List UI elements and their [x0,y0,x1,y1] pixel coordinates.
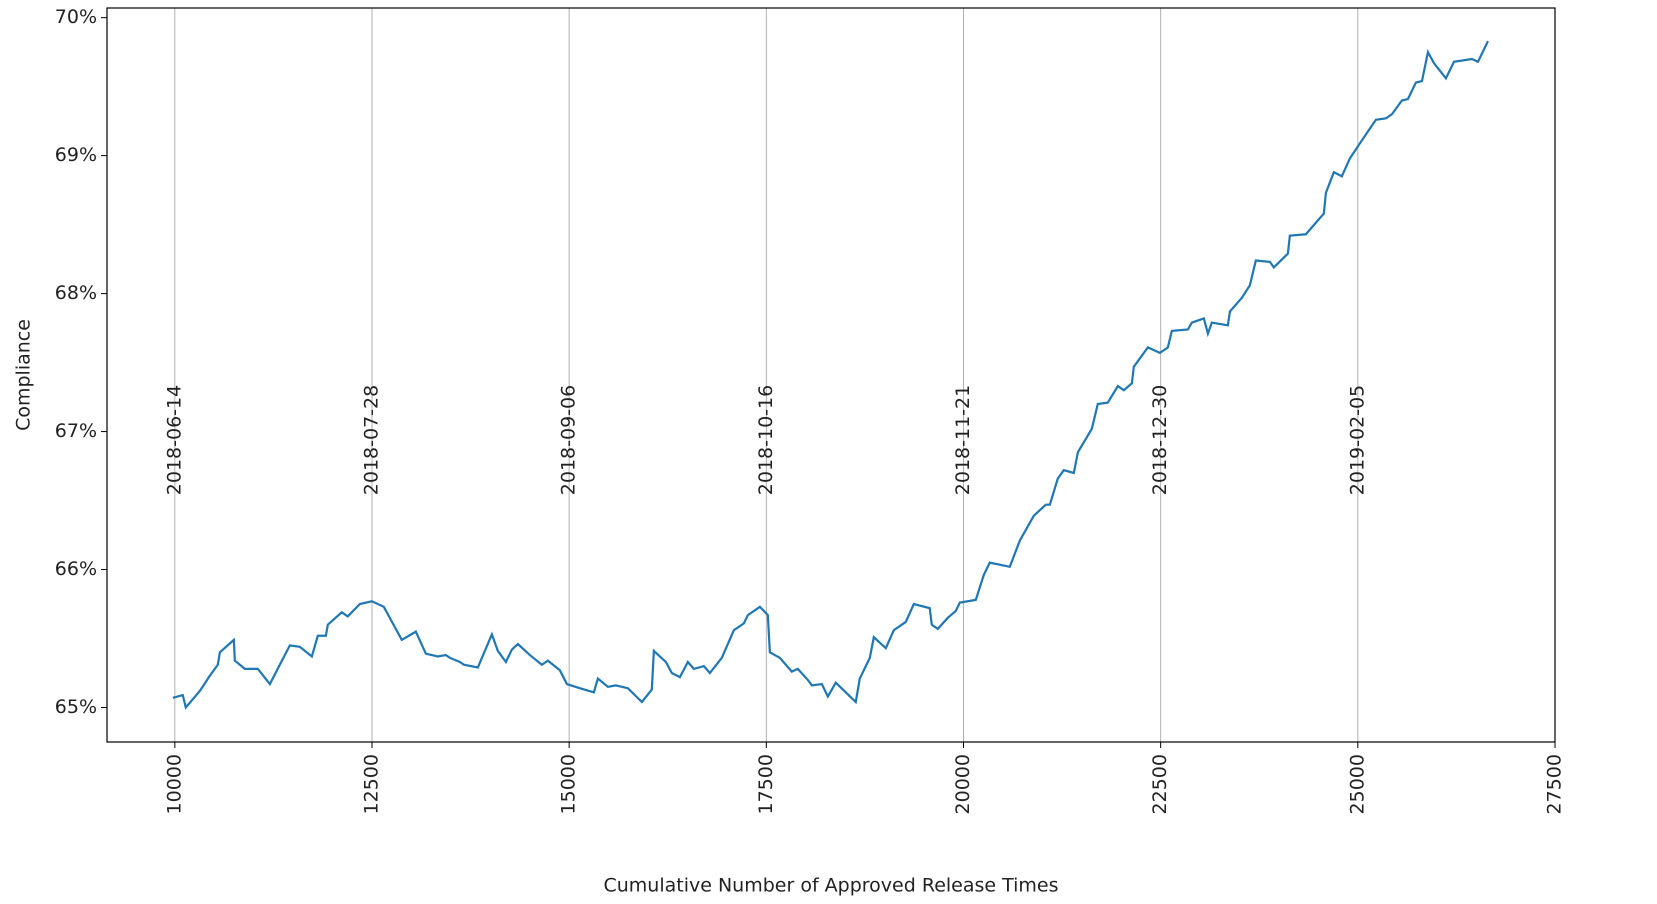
annotation-label: 2018-10-16 [755,385,777,495]
y-tick-label: 67% [55,420,97,442]
x-tick-label: 15000 [558,754,580,814]
x-axis-label: Cumulative Number of Approved Release Ti… [603,875,1058,897]
y-tick-label: 65% [55,696,97,718]
y-tick-label: 70% [55,6,97,28]
x-tick-label: 25000 [1346,754,1368,814]
x-tick-label: 22500 [1149,754,1171,814]
y-axis-label: Compliance [13,319,35,431]
annotation-label: 2018-11-21 [952,385,974,495]
x-tick-label: 20000 [952,754,974,814]
x-tick-label: 10000 [163,754,185,814]
x-tick-label: 27500 [1544,754,1566,814]
annotation-label: 2019-02-05 [1346,385,1368,495]
y-tick-label: 69% [55,144,97,166]
y-tick-label: 66% [55,558,97,580]
y-tick-label: 68% [55,282,97,304]
data-line [172,40,1489,710]
annotation-label: 2018-07-28 [360,385,382,495]
x-tick-label: 12500 [360,754,382,814]
annotation-label: 2018-09-06 [558,385,580,495]
x-tick-label: 17500 [755,754,777,814]
annotation-label: 2018-12-30 [1149,385,1171,495]
plot-frame [106,7,1556,743]
annotation-label: 2018-06-14 [163,385,185,495]
